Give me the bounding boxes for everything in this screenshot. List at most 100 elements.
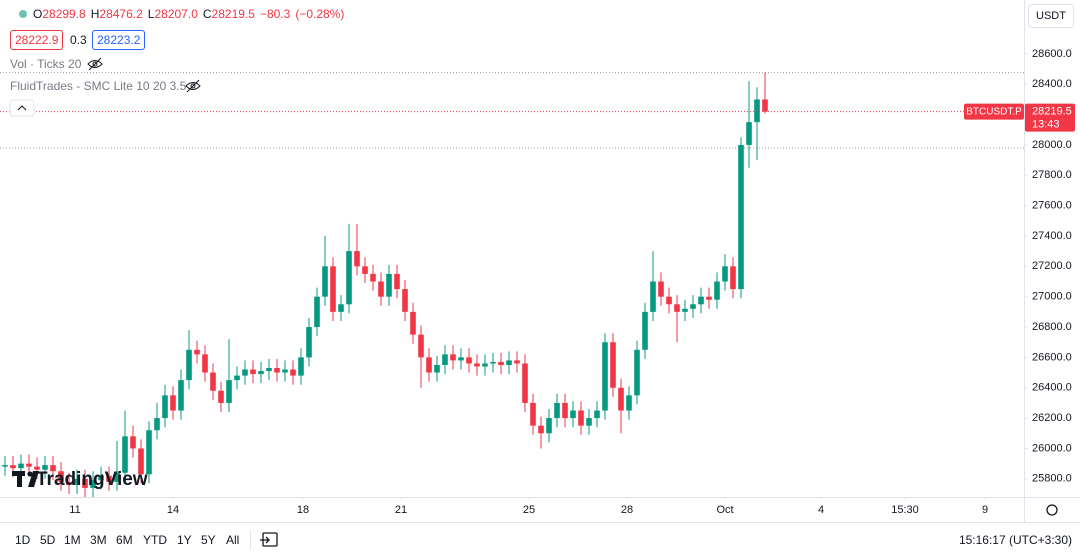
candle-body [58,471,64,482]
candle-body [250,369,256,375]
candle-body [210,372,216,391]
candle-body [42,465,48,470]
settings-icon[interactable] [1046,504,1058,516]
candle-body [562,402,568,419]
x-tick-label: 21 [395,504,407,516]
candle-body [122,436,128,473]
collapse-button[interactable] [9,99,35,117]
candle-body [322,266,328,297]
candle-body [146,430,152,475]
candle-body [714,281,720,300]
candle-body [82,478,88,488]
y-tick-label: 27800.0 [1032,169,1072,181]
candle-body [586,418,592,426]
x-tick-label: 18 [297,504,309,516]
logo-text: TradingView [36,469,148,490]
price-tag [1025,103,1075,132]
y-tick-label: 28600.0 [1032,48,1072,60]
candle-body [298,357,304,376]
countdown-label: 13:43 [1032,119,1060,131]
candle-body [554,402,560,419]
candle-body [226,380,232,403]
candle-body [658,281,664,297]
candle-body [458,357,464,361]
candle-body [522,363,528,403]
range-button[interactable]: All [226,533,240,547]
y-tick-label: 26400.0 [1032,382,1072,394]
candle-body [290,369,296,376]
ohlc-value: 28476.2 [99,7,143,21]
range-button[interactable]: 5Y [201,533,216,547]
ohlc-value: 28207.0 [154,7,198,21]
candle-body [242,369,248,376]
candle-body [690,304,696,309]
x-tick-label: 25 [523,504,535,516]
indicator-label[interactable]: FluidTrades - SMC Lite 10 20 3.5 [10,79,187,93]
y-tick-label: 27200.0 [1032,260,1072,272]
candle-body [506,360,512,365]
indicator-label[interactable]: Vol · Ticks 20 [10,57,82,71]
candle-body [130,436,136,449]
range-button[interactable]: 1Y [177,533,192,547]
y-tick-label: 27000.0 [1032,291,1072,303]
candle-body [722,266,728,282]
candle-body [330,266,336,312]
candle-body [378,281,384,297]
range-button[interactable]: 3M [90,533,107,547]
candle-body [418,334,424,358]
candle-body [474,363,480,367]
ohlc-key: C [202,7,212,21]
candle-body [50,465,56,472]
x-tick-label: 14 [167,504,179,516]
currency-button[interactable]: USDT [1028,4,1074,28]
clock[interactable]: 15:16:17 (UTC+3:30) [958,533,1072,547]
goto-date-icon[interactable] [260,532,278,547]
candle-body [90,480,96,488]
candle-body [370,273,376,282]
candle-body [650,281,656,312]
candle-body [314,296,320,328]
candle-body [162,395,168,419]
candle-body [634,349,640,396]
candle-body [442,354,448,365]
bid-box[interactable]: 28222.9 [10,30,64,50]
candle-body [762,99,768,112]
y-tick-label: 26000.0 [1032,442,1072,454]
candle-body [482,363,488,367]
candle-body [402,289,408,312]
symbol-tag [964,103,1024,120]
range-button[interactable]: 6M [116,533,133,547]
candle-body [194,349,200,355]
candle-body [178,380,184,411]
candle-body [746,122,752,145]
candle-body [490,361,496,364]
candle-body [362,266,368,274]
candle-body [610,342,616,388]
candle-body [202,354,208,373]
candle-body [258,371,264,375]
candle-body [394,273,400,290]
candle-body [530,402,536,426]
range-button[interactable]: YTD [143,533,167,547]
ohlc-legend: O28299.8 H28476.2 L28207.0 C28219.5 −80.3 (−0… [33,7,349,21]
range-button[interactable]: 1D [15,533,31,547]
ask-box[interactable]: 28223.2 [92,30,146,50]
candle-body [74,478,80,485]
candle-body [674,304,680,312]
eye-off-icon[interactable] [185,79,201,93]
candle-body [274,368,280,373]
candle-body [26,463,32,467]
range-button[interactable]: 5D [40,533,56,547]
candle-body [170,395,176,411]
candle-body [266,368,272,372]
candle-body [434,364,440,373]
candle-body [338,304,344,312]
y-tick-label: 26800.0 [1032,321,1072,333]
eye-off-icon[interactable] [87,57,103,71]
y-tick-label: 28000.0 [1032,139,1072,151]
collapse-icon [17,105,27,111]
range-button[interactable]: 1M [64,533,81,547]
y-tick-label: 27400.0 [1032,230,1072,242]
candle-body [546,418,552,434]
